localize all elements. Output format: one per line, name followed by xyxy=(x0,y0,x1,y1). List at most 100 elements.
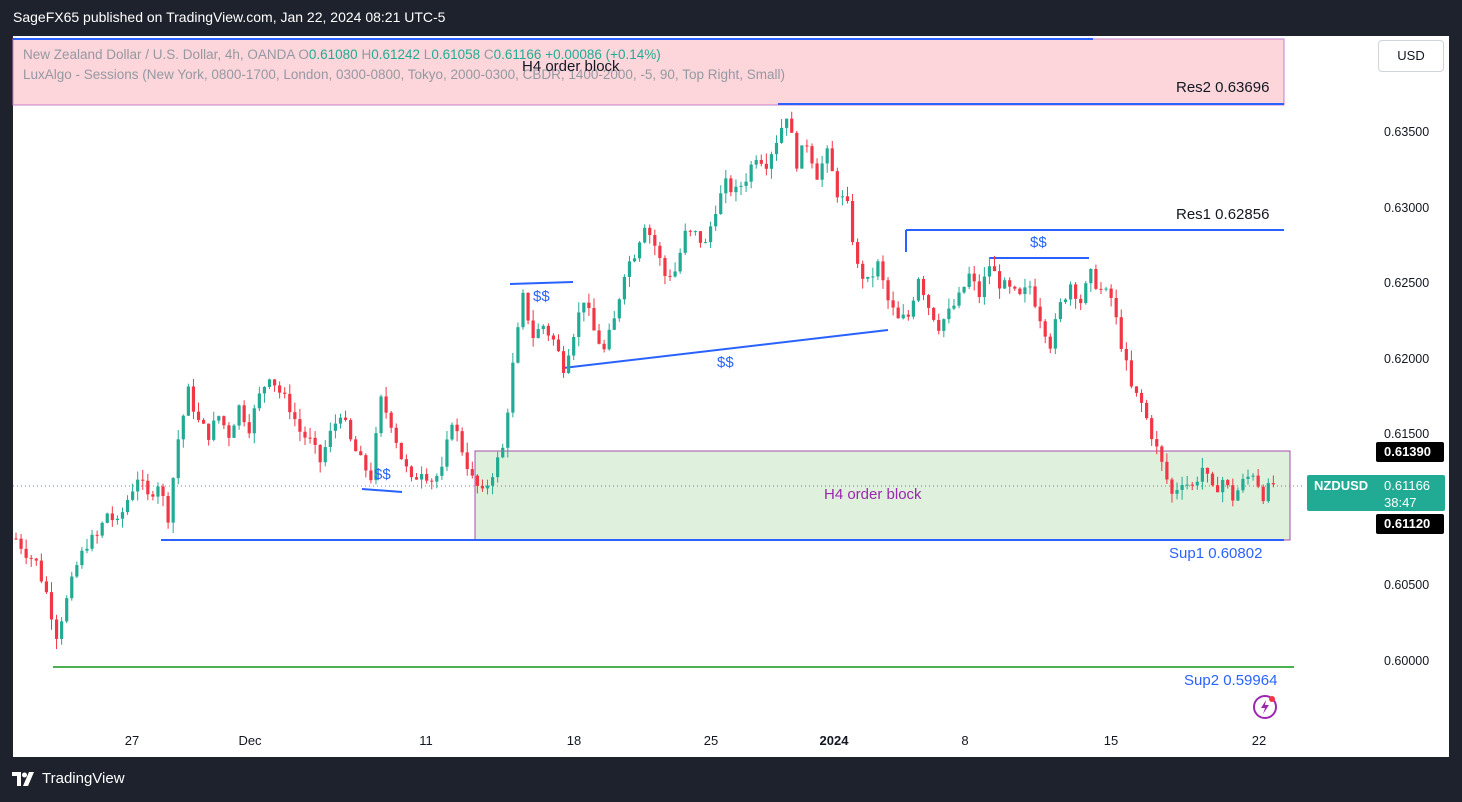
candle-body xyxy=(815,163,819,180)
candle-body xyxy=(1038,306,1042,322)
candle-body xyxy=(881,261,885,281)
candle-body xyxy=(785,118,789,128)
candle-body xyxy=(754,160,758,165)
candle-body xyxy=(622,276,626,300)
candle-body xyxy=(658,245,662,258)
candle-body xyxy=(181,415,185,440)
candle-body xyxy=(536,329,540,339)
candle-body xyxy=(759,160,763,164)
candle-body xyxy=(95,534,99,536)
close-label: C xyxy=(483,47,494,62)
candle-body xyxy=(374,433,378,481)
open-label: O xyxy=(298,47,309,62)
candle-body xyxy=(1053,319,1057,349)
candle-body xyxy=(267,379,272,387)
candle-body xyxy=(44,581,49,593)
candle-body xyxy=(1074,284,1078,299)
symbol-description[interactable]: New Zealand Dollar / U.S. Dollar, 4h, OA… xyxy=(23,47,295,62)
candle-body xyxy=(551,335,556,340)
candle-body xyxy=(475,475,479,486)
candle-body xyxy=(115,518,119,521)
candle-body xyxy=(866,276,870,279)
lightning-icon[interactable] xyxy=(1252,694,1278,720)
candle-body xyxy=(1195,481,1199,486)
sup1-label: Sup1 0.60802 xyxy=(1169,545,1263,562)
candle-body xyxy=(703,242,708,244)
candle-body xyxy=(572,336,576,356)
candle-body xyxy=(1003,280,1007,289)
time-axis-tick: 2024 xyxy=(819,733,849,748)
candle-body xyxy=(632,258,637,262)
candle-body xyxy=(967,273,971,288)
candle-body xyxy=(719,193,723,214)
candle-body xyxy=(369,470,373,481)
candle-body xyxy=(638,242,642,259)
candle-body xyxy=(850,201,855,243)
candle-body xyxy=(840,196,845,198)
candle-body xyxy=(1099,288,1103,290)
candle-body xyxy=(546,325,550,336)
time-axis-tick: 22 xyxy=(1251,733,1267,748)
candle-body xyxy=(1068,284,1073,300)
candle-body xyxy=(420,474,424,480)
candle-body xyxy=(1033,286,1037,307)
candle-body xyxy=(582,302,586,313)
lower-price-tag xyxy=(1376,514,1444,534)
candle-body xyxy=(871,276,875,278)
candle-body xyxy=(962,287,966,293)
candle-body xyxy=(597,330,601,344)
liquidity-label: $$ xyxy=(533,288,550,305)
footer-brand[interactable]: TradingView xyxy=(12,770,125,787)
candle-body xyxy=(1058,302,1063,320)
candle-body xyxy=(749,164,753,182)
brand-name: TradingView xyxy=(42,770,125,787)
liquidity-line-2[interactable] xyxy=(562,329,889,369)
candle-body xyxy=(450,424,454,440)
candle-body xyxy=(1170,479,1174,494)
candle-body xyxy=(1089,269,1093,284)
candle-body xyxy=(85,548,89,551)
candle-body xyxy=(1160,446,1164,462)
candle-body xyxy=(1221,479,1225,493)
candle-body xyxy=(156,486,160,497)
candle-body xyxy=(313,437,317,445)
candle-body xyxy=(693,231,697,233)
candle-body xyxy=(932,307,936,320)
candle-body xyxy=(465,452,469,470)
candle-body xyxy=(298,419,302,432)
candle-body xyxy=(937,319,941,331)
candle-body xyxy=(354,439,358,452)
candle-body xyxy=(136,479,140,492)
price-axis-tick: 0.61500 xyxy=(1384,427,1430,441)
candle-body xyxy=(80,550,84,566)
current-price-value: 0.61166 xyxy=(1384,478,1431,493)
currency-button[interactable]: USD xyxy=(1378,40,1444,72)
candle-body xyxy=(247,422,251,434)
chart-panel[interactable] xyxy=(13,36,1449,757)
candle-body xyxy=(318,444,322,463)
candle-body xyxy=(1104,288,1108,290)
candle-body xyxy=(861,263,865,279)
liquidity-line-1[interactable] xyxy=(509,281,574,285)
symbol-price-tag xyxy=(1307,475,1445,511)
candle-body xyxy=(1190,484,1194,486)
candle-body xyxy=(957,292,961,306)
candle-body xyxy=(977,281,981,298)
candle-body xyxy=(698,231,703,243)
candle-body xyxy=(232,425,236,438)
candle-body xyxy=(607,329,611,350)
candle-body xyxy=(1048,336,1052,349)
candle-body xyxy=(790,118,794,133)
candle-body xyxy=(891,300,895,308)
candle-body xyxy=(338,417,343,424)
indicator-legend[interactable]: LuxAlgo - Sessions (New York, 0800-1700,… xyxy=(23,67,785,82)
candle-body xyxy=(556,339,561,352)
candle-body xyxy=(810,146,814,164)
liquidity-line-3[interactable] xyxy=(361,488,403,493)
candle-body xyxy=(612,318,616,330)
price-axis-tick: 0.62500 xyxy=(1384,276,1430,290)
candle-body xyxy=(1150,418,1154,440)
candle-body xyxy=(131,491,135,500)
candle-body xyxy=(617,299,621,319)
